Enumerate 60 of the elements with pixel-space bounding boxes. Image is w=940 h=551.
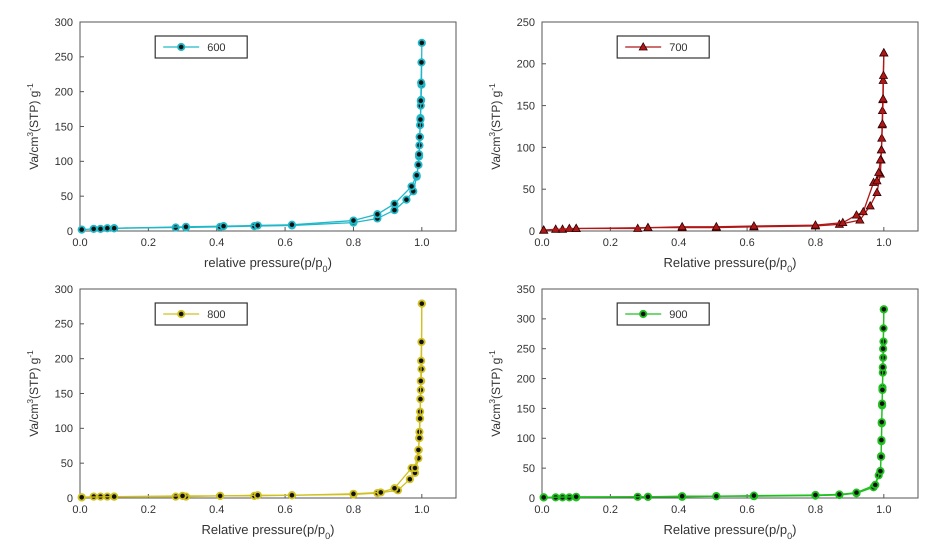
y-tick-label: 200 xyxy=(516,373,535,386)
x-tick-label: 1.0 xyxy=(414,237,430,249)
x-tick-label: 1.0 xyxy=(876,237,892,249)
legend-label: 700 xyxy=(669,42,688,54)
y-tick-label: 100 xyxy=(516,433,535,446)
y-tick-label: 200 xyxy=(516,58,535,71)
y-tick-label: 150 xyxy=(516,100,535,112)
x-axis-title: Relative pressure(p/p$_{0}$) xyxy=(664,522,796,541)
x-tick-label: 0.0 xyxy=(534,504,550,516)
y-tick-label: 0 xyxy=(528,492,535,505)
y-tick-label: 100 xyxy=(54,156,73,168)
x-tick-label: 0.8 xyxy=(346,504,362,516)
x-tick-label: 0.4 xyxy=(671,237,686,249)
y-tick-label: 50 xyxy=(522,184,535,196)
x-tick-label: 0.6 xyxy=(277,237,293,249)
x-tick-label: 1.0 xyxy=(876,504,892,516)
x-tick-label: 0.6 xyxy=(739,237,755,249)
y-tick-label: 150 xyxy=(54,121,73,134)
y-tick-label: 150 xyxy=(516,403,535,416)
legend-label: 900 xyxy=(669,309,688,321)
y-tick-label: 50 xyxy=(522,462,535,475)
y-tick-label: 100 xyxy=(516,142,535,154)
x-tick-label: 0.0 xyxy=(534,237,550,249)
y-tick-label: 250 xyxy=(516,16,535,29)
y-tick-label: 200 xyxy=(54,354,73,366)
x-tick-label: 0.4 xyxy=(209,237,224,249)
y-tick-label: 150 xyxy=(54,388,73,400)
x-tick-label: 0.2 xyxy=(602,237,618,249)
y-tick-label: 250 xyxy=(54,52,73,64)
y-tick-label: 100 xyxy=(54,423,73,436)
y-tick-label: 0 xyxy=(528,226,535,238)
x-tick-label: 0.2 xyxy=(140,504,156,516)
x-axis-title: Relative pressure(p/p$_{0}$) xyxy=(202,522,334,541)
x-tick-label: 0.4 xyxy=(209,504,224,516)
x-tick-label: 0.8 xyxy=(346,237,362,249)
x-tick-label: 0.4 xyxy=(671,504,686,516)
y-tick-label: 300 xyxy=(54,16,73,29)
y-tick-label: 250 xyxy=(516,344,535,356)
x-tick-label: 0.2 xyxy=(602,504,618,516)
y-tick-label: 350 xyxy=(516,284,535,296)
x-tick-label: 0.0 xyxy=(72,237,88,249)
x-tick-label: 1.0 xyxy=(414,504,430,516)
y-tick-label: 300 xyxy=(54,284,73,296)
y-tick-label: 200 xyxy=(54,86,73,99)
x-tick-label: 0.8 xyxy=(808,237,824,249)
x-axis-title: relative pressure(p/p$_{0}$) xyxy=(204,255,332,274)
y-tick-label: 0 xyxy=(66,226,73,238)
x-axis-title: Relative pressure(p/p$_{0}$) xyxy=(664,255,796,274)
x-tick-label: 0.8 xyxy=(808,504,824,516)
legend-label: 800 xyxy=(207,309,226,321)
x-tick-label: 0.6 xyxy=(739,504,755,516)
y-tick-label: 250 xyxy=(54,318,73,331)
y-tick-label: 300 xyxy=(516,314,535,326)
y-tick-label: 0 xyxy=(66,492,73,505)
x-tick-label: 0.2 xyxy=(140,237,156,249)
y-tick-label: 50 xyxy=(60,191,73,204)
legend-label: 600 xyxy=(207,42,226,54)
x-tick-label: 0.6 xyxy=(277,504,293,516)
y-tick-label: 50 xyxy=(60,458,73,470)
x-tick-label: 0.0 xyxy=(72,504,88,516)
